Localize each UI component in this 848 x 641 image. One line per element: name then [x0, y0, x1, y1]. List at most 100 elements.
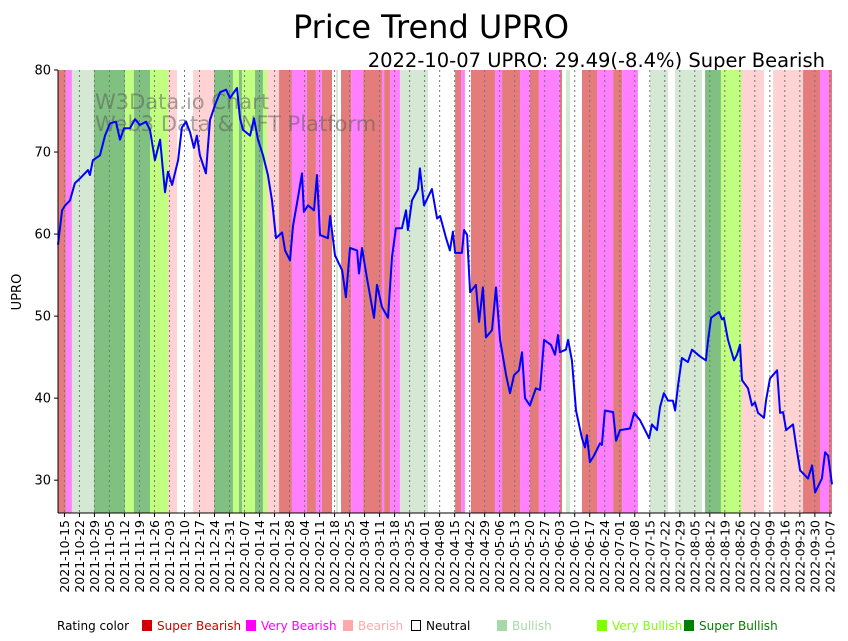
y-axis-label: UPRO [10, 274, 25, 311]
x-tick-label: 2022-04-01 [417, 520, 432, 593]
x-tick-label: 2022-03-04 [357, 520, 372, 593]
rating-band-neutral [428, 70, 456, 513]
y-tick-label: 70 [34, 146, 51, 161]
y-tick-label: 80 [34, 64, 51, 79]
rating-band-very-bullish [232, 70, 239, 513]
rating-band-neutral [667, 70, 676, 513]
legend-swatch-bullish [497, 620, 507, 631]
rating-band-bullish [675, 70, 703, 513]
x-tick-label: 2022-07-08 [627, 520, 642, 593]
x-tick-label: 2022-08-19 [717, 520, 732, 593]
x-tick-label: 2022-09-30 [807, 520, 822, 593]
x-tick-label: 2022-02-04 [297, 520, 312, 593]
rating-band-bullish [565, 70, 570, 513]
legend-swatch-neutral [411, 620, 421, 631]
legend-swatch-very-bearish [246, 620, 256, 631]
x-tick-label: 2022-03-11 [372, 520, 387, 593]
x-tick-label: 2022-05-13 [507, 520, 522, 593]
price-line [57, 87, 833, 494]
x-tick-label: 2022-08-26 [732, 520, 747, 593]
x-tick-label: 2022-01-21 [267, 520, 282, 593]
x-tick-label: 2022-09-16 [777, 520, 792, 593]
rating-band-super-bullish [133, 70, 150, 513]
x-tick-label: 2021-12-31 [222, 520, 237, 593]
x-tick-label: 2021-10-15 [57, 520, 72, 593]
x-tick-label: 2022-07-01 [612, 520, 627, 593]
rating-band-super-bearish [529, 70, 539, 513]
rating-band-very-bullish [125, 70, 134, 513]
watermark-line-2: Web3 Data & NFT Platform [95, 112, 376, 136]
y-tick-label: 60 [34, 228, 51, 243]
rating-band-super-bullish [255, 70, 263, 513]
x-tick-label: 2022-05-06 [492, 520, 507, 593]
rating-band-super-bearish [803, 70, 820, 513]
x-tick-label: 2022-06-24 [597, 520, 612, 593]
x-tick-label: 2022-02-25 [342, 520, 357, 593]
legend-swatch-bearish [343, 620, 353, 631]
x-tick-label: 2022-09-09 [762, 520, 777, 593]
legend-label-very-bullish: Very Bullish [612, 619, 682, 633]
legend-swatch-very-bullish [597, 620, 607, 631]
rating-band-super-bullish [238, 70, 242, 513]
legend-label-bearish: Bearish [358, 619, 403, 633]
rating-band-very-bullish [720, 70, 742, 513]
rating-band-neutral [332, 70, 337, 513]
rating-bands [58, 70, 832, 513]
legend-label-very-bearish: Very Bearish [261, 619, 337, 633]
watermark-line-1: W3Data.io Chart [95, 90, 269, 114]
x-tick-label: 2022-07-15 [642, 520, 657, 593]
x-tick-label: 2022-07-29 [672, 520, 687, 593]
rating-band-bearish [267, 70, 280, 513]
axes: 2021-10-15 2021-10-22 2021-10-29 2021-11-05… [34, 64, 837, 593]
x-tick-label: 2022-09-23 [792, 520, 807, 593]
rating-band-neutral [562, 70, 566, 513]
legend: Rating color Super Bearish Very Bearish Bea… [57, 619, 778, 633]
rating-band-super-bullish [705, 70, 721, 513]
x-tick-label: 2022-06-03 [552, 520, 567, 593]
rating-band-super-bearish [502, 70, 521, 513]
x-tick-label: 2022-02-11 [312, 520, 327, 593]
rating-band-very-bearish [622, 70, 638, 513]
x-tick-label: 2021-12-17 [192, 520, 207, 593]
x-tick-label: 2022-04-22 [462, 520, 477, 593]
x-tick-label: 2022-01-14 [252, 520, 267, 593]
rating-band-super-bullish [214, 70, 233, 513]
rating-band-very-bullish [149, 70, 168, 513]
x-tick-label: 2021-10-22 [72, 520, 87, 593]
x-tick-label: 2022-01-28 [282, 520, 297, 593]
rating-band-very-bearish [538, 70, 560, 513]
rating-band-very-bullish [241, 70, 256, 513]
legend-label-neutral: Neutral [426, 619, 470, 633]
rating-band-bearish [193, 70, 215, 513]
x-tick-label: 2021-12-03 [162, 520, 177, 593]
x-tick-label: 2021-12-24 [207, 520, 222, 593]
legend-title: Rating color [57, 619, 129, 633]
rating-band-very-bearish [461, 70, 465, 513]
legend-swatch-super-bearish [142, 620, 152, 631]
x-tick-label: 2022-04-08 [432, 520, 447, 593]
rating-band-neutral [764, 70, 774, 513]
rating-band-neutral [569, 70, 583, 513]
rating-band-super-bearish [384, 70, 391, 513]
rating-band-neutral [176, 70, 194, 513]
rating-band-bearish [773, 70, 804, 513]
y-tick-label: 50 [34, 310, 51, 325]
rating-band-super-bearish [828, 70, 832, 513]
rating-band-bullish [649, 70, 668, 513]
y-tick-label: 40 [34, 392, 51, 407]
x-tick-label: 2022-08-12 [702, 520, 717, 593]
x-tick-label: 2022-10-07 [822, 520, 837, 593]
x-tick-label: 2022-03-18 [387, 520, 402, 593]
x-tick-label: 2021-11-26 [147, 520, 162, 593]
x-tick-label: 2022-09-02 [747, 520, 762, 593]
rating-band-super-bearish [58, 70, 66, 513]
rating-band-super-bearish [306, 70, 316, 513]
x-tick-label: 2021-11-19 [132, 520, 147, 593]
rating-band-super-bearish [321, 70, 333, 513]
x-tick-label: 2021-12-10 [177, 520, 192, 593]
chart-title: Price Trend UPRO [293, 8, 569, 46]
rating-band-very-bearish [520, 70, 530, 513]
rating-band-neutral [338, 70, 342, 513]
x-tick-label: 2021-11-05 [102, 520, 117, 593]
rating-band-bearish [741, 70, 765, 513]
